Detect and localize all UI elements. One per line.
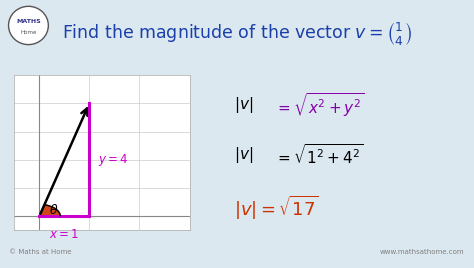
- Circle shape: [9, 6, 48, 44]
- Text: $y = 4$: $y = 4$: [99, 152, 129, 168]
- Text: © Maths at Home: © Maths at Home: [9, 249, 72, 255]
- Text: $|v|$: $|v|$: [234, 95, 254, 115]
- Text: $|v|$: $|v|$: [234, 145, 254, 165]
- Text: Home: Home: [20, 30, 36, 35]
- Text: $= \sqrt{1^2 + 4^2}$: $= \sqrt{1^2 + 4^2}$: [275, 143, 364, 167]
- Text: Find the magnitude of the vector $\mathit{v} = \binom{1}{4}$: Find the magnitude of the vector $\mathi…: [62, 20, 412, 47]
- Text: MATHS: MATHS: [16, 19, 41, 24]
- Text: $x = 1$: $x = 1$: [49, 228, 79, 241]
- Wedge shape: [39, 205, 60, 216]
- Text: $|v| = \sqrt{17}$: $|v| = \sqrt{17}$: [234, 194, 319, 222]
- Text: www.mathsathome.com: www.mathsathome.com: [380, 249, 465, 255]
- Text: $\theta$: $\theta$: [49, 203, 58, 217]
- Text: $= \sqrt{x^2 + y^2}$: $= \sqrt{x^2 + y^2}$: [275, 91, 365, 119]
